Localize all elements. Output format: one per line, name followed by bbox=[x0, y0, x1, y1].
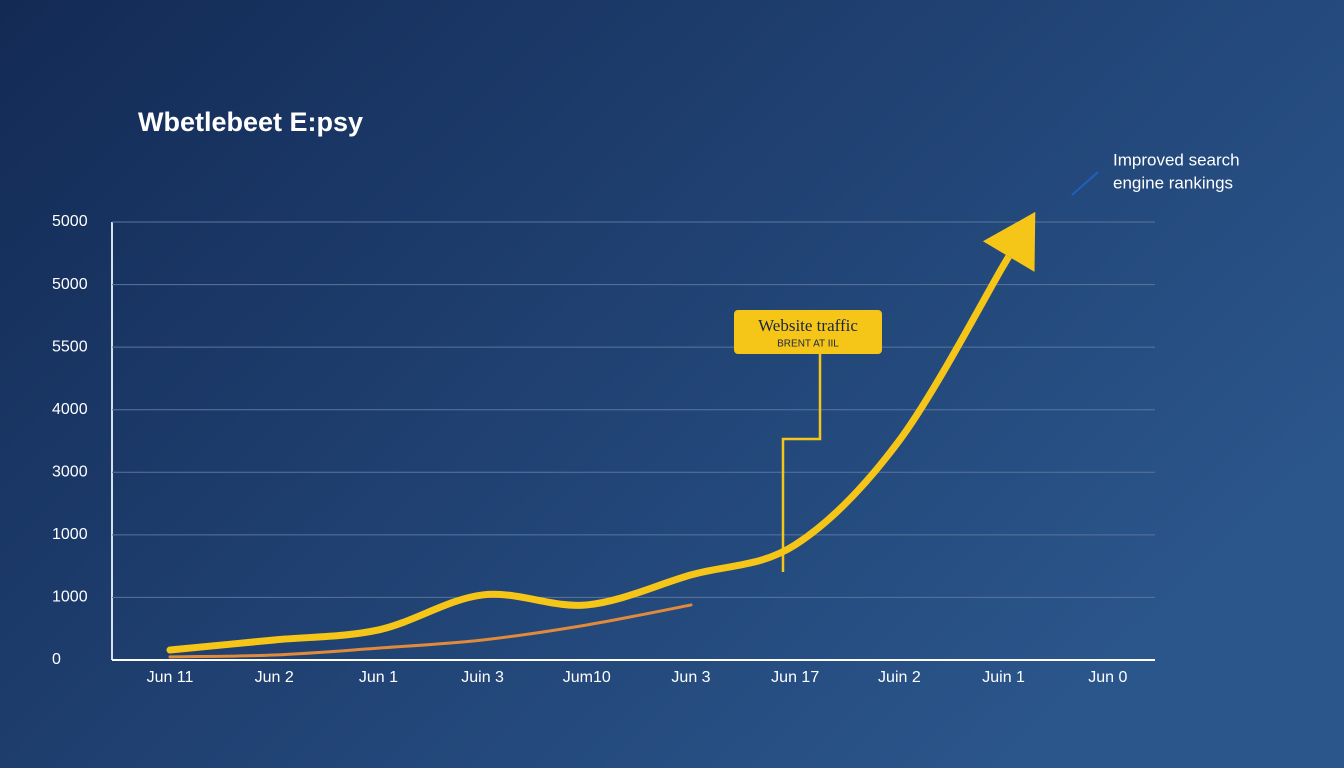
y-tick-label: 5500 bbox=[52, 338, 88, 355]
x-tick-label: Juin 2 bbox=[878, 669, 921, 686]
line-series bbox=[166, 261, 1008, 654]
annotation: engine rankings bbox=[1113, 173, 1233, 192]
y-tick-label: 0 bbox=[52, 651, 61, 668]
x-tick-label: Jun 11 bbox=[147, 669, 194, 686]
x-tick-label: Jun 1 bbox=[359, 669, 398, 686]
annotation-pointer bbox=[1071, 171, 1099, 196]
arrow-head bbox=[982, 211, 1036, 272]
y-tick-label: 3000 bbox=[52, 464, 88, 481]
y-tick-label: 5000 bbox=[52, 276, 88, 293]
callout-connector bbox=[781, 353, 822, 572]
x-tick-label: Jun 0 bbox=[1088, 669, 1127, 686]
x-tick-label: Jun 17 bbox=[771, 669, 819, 686]
callout-box bbox=[734, 310, 882, 354]
x-tick-label: Juin 1 bbox=[982, 669, 1025, 686]
x-tick-label: Juin 3 bbox=[461, 669, 504, 686]
plot: 0 1000 1000 3000 4000 5500 5000 5000 Jun 11 Jun 2… bbox=[52, 211, 1155, 686]
y-tick-label: 1000 bbox=[52, 589, 88, 606]
x-tick-label: Jun 3 bbox=[671, 669, 710, 686]
callout-subtitle: BRENT AT IIL bbox=[777, 339, 839, 350]
y-tick-label: 1000 bbox=[52, 526, 88, 543]
x-tick-label: Jum10 bbox=[563, 669, 611, 686]
x-tick-label: Jun 2 bbox=[255, 669, 294, 686]
callout-title: Website traffic bbox=[758, 316, 858, 335]
line-series bbox=[168, 603, 693, 659]
arrow-shaft bbox=[1000, 254, 1012, 267]
y-tick-label: 5000 bbox=[52, 213, 88, 230]
chart-title: Wbetlebeet E:psy bbox=[138, 107, 363, 137]
y-tick-label: 4000 bbox=[52, 401, 88, 418]
annotation: Improved search bbox=[1113, 150, 1240, 169]
